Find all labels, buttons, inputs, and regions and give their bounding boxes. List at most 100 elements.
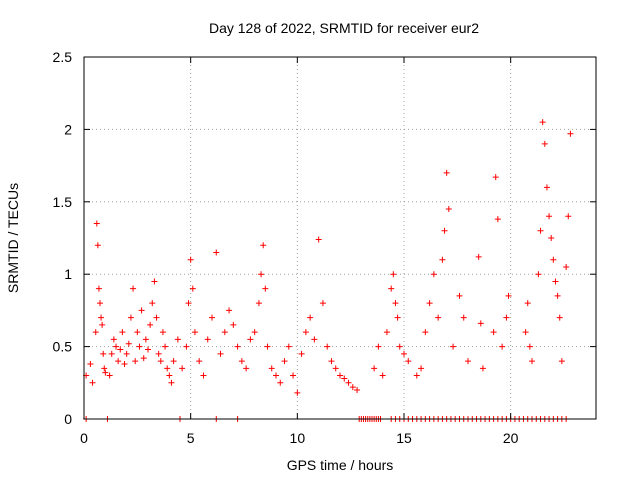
data-point [281,358,288,365]
data-point [243,365,250,372]
data-point [298,350,305,357]
x-tick-label: 15 [396,430,412,446]
data-point [537,227,544,234]
data-point [388,285,395,292]
data-point [187,256,194,263]
data-point [162,343,169,350]
data-point [204,336,211,343]
data-point [450,343,457,350]
data-point [251,329,258,336]
data-point [132,358,139,365]
data-point [541,140,548,147]
data-point [556,314,563,321]
data-point [200,372,207,379]
x-axis-label: GPS time / hours [287,457,394,473]
data-point [565,213,572,220]
grid-layer [84,57,596,419]
data-point [101,365,108,372]
data-point [247,336,254,343]
data-point [95,285,102,292]
data-point [110,336,117,343]
data-point [153,314,160,321]
data-point [285,343,292,350]
data-point [234,343,241,350]
data-point [465,358,471,365]
data-point [543,184,550,191]
data-point [550,256,557,263]
data-point [140,355,147,362]
data-point [264,343,271,350]
data-point [166,372,173,379]
data-point [99,321,106,328]
y-tick-label: 0 [64,411,72,427]
data-point [302,329,309,336]
data-point [354,387,361,394]
data-point [371,365,378,372]
data-point [151,278,158,285]
data-point [125,340,132,347]
data-point [268,365,275,372]
data-point [390,271,397,278]
data-point [375,343,382,350]
data-point [196,358,203,365]
data-point [435,314,442,321]
data-point [170,358,177,365]
data-point [383,329,390,336]
data-point [221,329,228,336]
data-point [213,249,220,256]
data-point [230,321,237,328]
data-point [324,343,331,350]
data-point [503,314,510,321]
data-point [558,358,565,365]
data-point [499,343,506,350]
x-tick-label: 0 [80,430,88,446]
data-point [115,358,122,365]
data-point [127,314,134,321]
data-point [89,379,96,386]
data-point [479,365,486,372]
x-tick-label: 10 [290,430,306,446]
data-point [174,336,181,343]
data-point [526,343,533,350]
data-point [430,271,437,278]
data-point [119,329,126,336]
data-point [238,358,245,365]
data-point [445,206,452,213]
data-point [315,236,322,243]
data-point [97,300,103,307]
x-tick-label: 5 [187,430,195,446]
data-point [345,379,352,386]
data-point [394,314,401,321]
data-point [422,329,429,336]
data-point [183,343,190,350]
points-layer [83,119,574,422]
data-point [164,365,171,372]
data-point [418,365,425,372]
data-point [134,329,141,336]
data-point [529,358,535,365]
data-point [93,220,100,227]
data-point [396,343,403,350]
data-point [149,300,156,307]
data-point [524,300,531,307]
ticks-layer: 0 0.5 1 1.5 2 2.5 0 5 10 15 20 [53,49,596,446]
data-point [87,360,94,367]
data-point [443,169,450,176]
data-point [138,307,145,314]
data-point [226,307,233,314]
data-point [307,314,314,321]
data-point [341,375,348,382]
data-point [191,329,198,336]
data-point [567,130,574,137]
y-tick-label: 1 [64,266,72,282]
data-point [505,292,512,299]
y-tick-label: 2.5 [53,49,73,65]
data-point [121,360,128,367]
data-point [494,216,501,223]
data-point [492,174,499,181]
data-point [189,285,196,292]
data-point [273,372,279,379]
data-point [439,256,446,263]
